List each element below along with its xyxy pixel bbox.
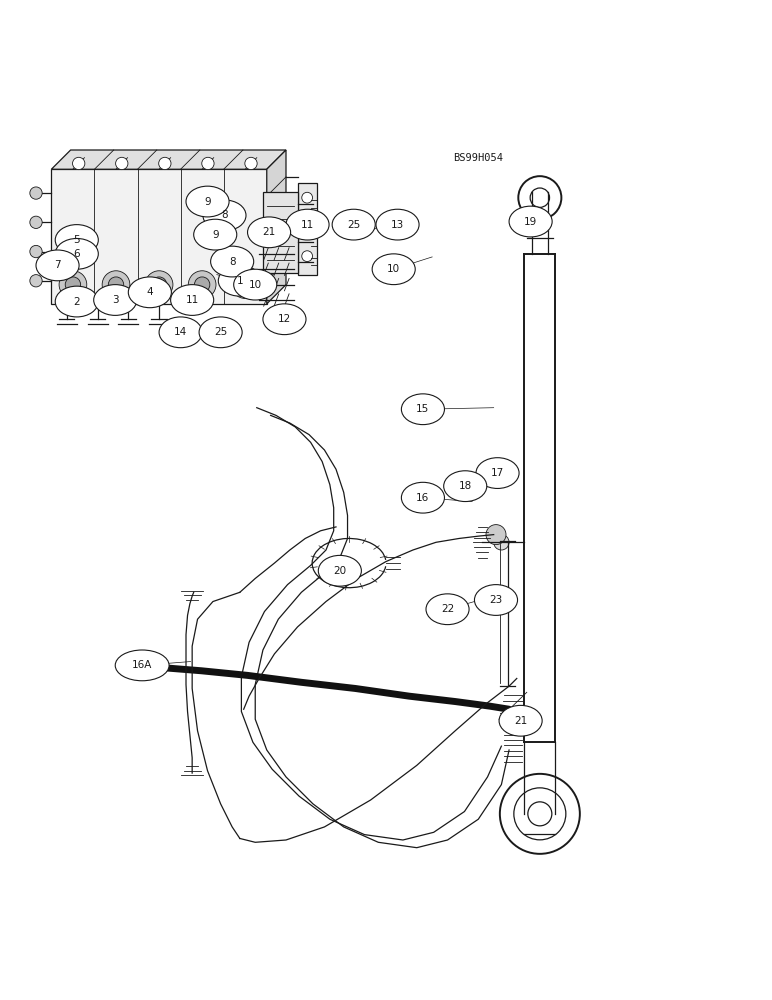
Ellipse shape bbox=[444, 471, 487, 502]
Circle shape bbox=[30, 245, 42, 258]
Ellipse shape bbox=[115, 650, 169, 681]
Ellipse shape bbox=[211, 246, 254, 277]
Text: 12: 12 bbox=[278, 314, 291, 324]
Ellipse shape bbox=[401, 394, 445, 425]
Circle shape bbox=[30, 216, 42, 228]
Circle shape bbox=[108, 277, 124, 292]
Text: 2: 2 bbox=[73, 297, 80, 307]
Circle shape bbox=[245, 157, 257, 170]
Circle shape bbox=[116, 157, 128, 170]
Text: BS99H054: BS99H054 bbox=[453, 153, 503, 163]
Text: 7: 7 bbox=[54, 260, 61, 270]
Circle shape bbox=[66, 277, 80, 292]
Circle shape bbox=[145, 271, 173, 298]
Circle shape bbox=[195, 277, 210, 292]
Circle shape bbox=[102, 271, 130, 298]
Ellipse shape bbox=[476, 458, 519, 488]
Text: 16: 16 bbox=[416, 493, 429, 503]
Ellipse shape bbox=[36, 250, 79, 281]
Ellipse shape bbox=[186, 186, 229, 217]
Text: 11: 11 bbox=[185, 295, 198, 305]
Circle shape bbox=[73, 157, 85, 170]
Ellipse shape bbox=[56, 238, 98, 269]
Text: 4: 4 bbox=[147, 287, 153, 297]
Ellipse shape bbox=[401, 482, 445, 513]
Ellipse shape bbox=[203, 200, 246, 231]
Circle shape bbox=[159, 157, 171, 170]
Text: 3: 3 bbox=[112, 295, 119, 305]
Polygon shape bbox=[52, 150, 286, 169]
Text: 17: 17 bbox=[491, 468, 504, 478]
Text: 16A: 16A bbox=[132, 660, 152, 670]
Ellipse shape bbox=[56, 225, 98, 255]
Text: 5: 5 bbox=[73, 235, 80, 245]
Circle shape bbox=[486, 525, 506, 545]
Polygon shape bbox=[267, 150, 286, 304]
Polygon shape bbox=[263, 192, 297, 273]
Text: 11: 11 bbox=[301, 220, 314, 230]
Text: 19: 19 bbox=[524, 217, 537, 227]
Circle shape bbox=[201, 157, 214, 170]
Ellipse shape bbox=[56, 286, 98, 317]
Ellipse shape bbox=[159, 317, 202, 348]
Ellipse shape bbox=[376, 209, 419, 240]
Ellipse shape bbox=[509, 206, 552, 237]
Ellipse shape bbox=[372, 254, 415, 285]
Circle shape bbox=[238, 277, 253, 292]
Text: 20: 20 bbox=[334, 566, 347, 576]
Circle shape bbox=[30, 275, 42, 287]
Text: 25: 25 bbox=[214, 327, 227, 337]
Ellipse shape bbox=[199, 317, 242, 348]
Ellipse shape bbox=[426, 594, 469, 625]
Ellipse shape bbox=[475, 585, 517, 615]
Ellipse shape bbox=[194, 219, 237, 250]
Ellipse shape bbox=[499, 705, 542, 736]
Text: 6: 6 bbox=[73, 249, 80, 259]
Ellipse shape bbox=[332, 209, 375, 240]
Text: 10: 10 bbox=[249, 280, 262, 290]
Polygon shape bbox=[297, 183, 317, 275]
Circle shape bbox=[302, 222, 313, 232]
Text: 8: 8 bbox=[221, 210, 228, 220]
Text: 10: 10 bbox=[387, 264, 400, 274]
Circle shape bbox=[493, 535, 509, 550]
Text: 18: 18 bbox=[459, 481, 472, 491]
Text: 22: 22 bbox=[441, 604, 454, 614]
Text: 21: 21 bbox=[514, 716, 527, 726]
Circle shape bbox=[302, 192, 313, 203]
Text: 23: 23 bbox=[489, 595, 503, 605]
Circle shape bbox=[188, 271, 216, 298]
Text: 1: 1 bbox=[236, 276, 243, 286]
Circle shape bbox=[302, 251, 313, 262]
Ellipse shape bbox=[248, 217, 290, 248]
Ellipse shape bbox=[286, 209, 329, 240]
Text: 14: 14 bbox=[174, 327, 188, 337]
Circle shape bbox=[151, 277, 167, 292]
Text: 25: 25 bbox=[347, 220, 361, 230]
Text: 21: 21 bbox=[262, 227, 276, 237]
Text: 9: 9 bbox=[212, 230, 218, 240]
Text: 9: 9 bbox=[205, 197, 211, 207]
Ellipse shape bbox=[234, 269, 277, 300]
Text: 8: 8 bbox=[229, 257, 235, 267]
Circle shape bbox=[59, 271, 86, 298]
Polygon shape bbox=[52, 169, 267, 304]
Ellipse shape bbox=[318, 555, 361, 586]
Circle shape bbox=[30, 187, 42, 199]
Ellipse shape bbox=[128, 277, 171, 308]
Ellipse shape bbox=[93, 285, 137, 315]
Text: 15: 15 bbox=[416, 404, 429, 414]
Ellipse shape bbox=[218, 265, 262, 296]
Text: 13: 13 bbox=[391, 220, 405, 230]
Ellipse shape bbox=[263, 304, 306, 335]
Circle shape bbox=[232, 271, 259, 298]
Ellipse shape bbox=[171, 285, 214, 315]
